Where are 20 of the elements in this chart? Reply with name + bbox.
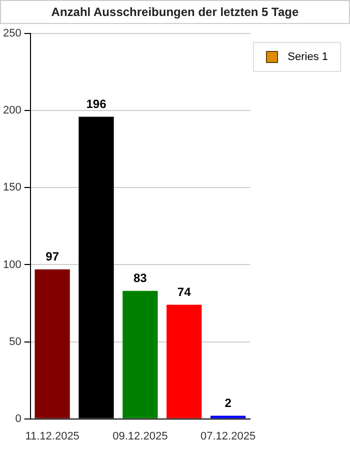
y-tick-label: 250 <box>2 28 22 40</box>
y-tick-label: 100 <box>2 258 22 271</box>
y-tick-label: 0 <box>15 412 22 425</box>
data-label: 83 <box>133 271 148 286</box>
y-tick-label: 200 <box>2 104 22 117</box>
data-label: 74 <box>177 285 192 300</box>
data-label: 97 <box>46 250 60 264</box>
bar <box>210 416 246 418</box>
y-tick-label: 150 <box>2 182 22 194</box>
bar <box>166 304 202 418</box>
bar <box>34 269 70 418</box>
bar <box>122 290 158 418</box>
x-tick-label: 11.12.2025 <box>25 430 80 442</box>
data-label: 2 <box>224 396 232 410</box>
text: Series 1 <box>288 51 328 63</box>
data-label: 196 <box>86 97 107 112</box>
y-tick-label: 50 <box>9 336 22 348</box>
x-tick-label: 09.12.2025 <box>112 430 168 442</box>
x-tick-label: 07.12.2025 <box>200 430 256 442</box>
chart-title: Anzahl Ausschreibungen der letzten 5 Tage <box>0 0 350 24</box>
